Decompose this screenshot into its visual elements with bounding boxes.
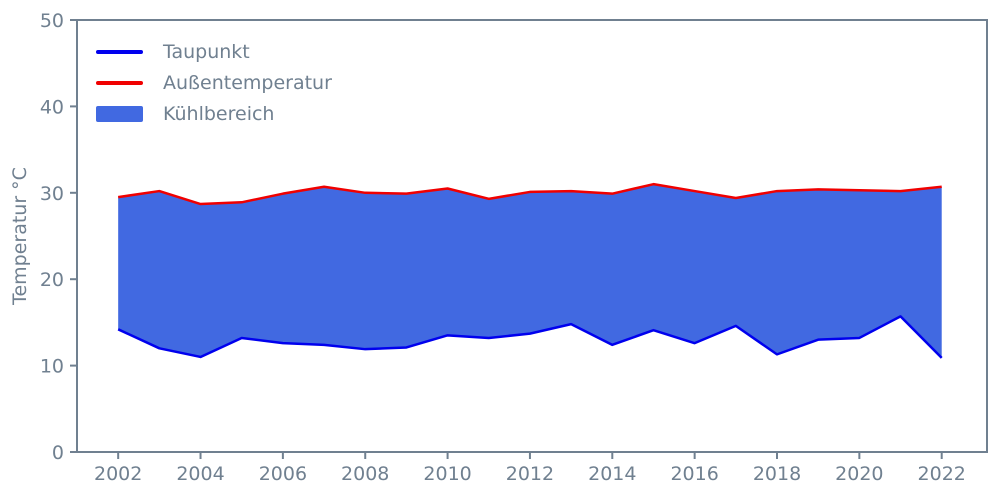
aussentemperatur-line-swatch: [96, 80, 143, 85]
legend-item-aussentemperatur: Außentemperatur: [96, 67, 332, 98]
y-tick-label: 40: [40, 96, 64, 118]
x-tick-label: 2018: [753, 463, 801, 485]
cooling-range-area: [118, 184, 942, 358]
y-tick-label: 20: [40, 269, 64, 291]
outdoor-temperature-line: [117, 182, 942, 206]
x-tick-label: 2016: [670, 463, 718, 485]
legend-label-aussentemperatur: Außentemperatur: [163, 71, 332, 94]
dew-point-line: [117, 315, 943, 359]
x-tick-label: 2022: [918, 463, 966, 485]
y-tick-label: 0: [52, 442, 64, 464]
taupunkt-line-swatch: [96, 49, 143, 54]
kuehlbereich-patch-swatch: [96, 105, 143, 122]
legend-item-taupunkt: Taupunkt: [96, 36, 332, 67]
x-tick-label: 2010: [423, 463, 471, 485]
y-tick-label: 50: [40, 10, 64, 32]
x-tick-label: 2020: [835, 463, 883, 485]
x-tick-label: 2004: [176, 463, 224, 485]
x-tick-label: 2006: [259, 463, 307, 485]
y-tick-label: 10: [40, 356, 64, 378]
legend-label-taupunkt: Taupunkt: [163, 40, 250, 63]
legend-label-kuehlbereich: Kühlbereich: [163, 102, 275, 125]
axes-spines: [76, 19, 988, 453]
x-tick-label: 2012: [506, 463, 554, 485]
chart-legend: Taupunkt Außentemperatur Kühlbereich: [96, 36, 332, 129]
x-tick-label: 2014: [588, 463, 636, 485]
legend-item-kuehlbereich: Kühlbereich: [96, 98, 332, 129]
y-axis-title: Temperatur °C: [9, 167, 31, 306]
x-tick-label: 2008: [341, 463, 389, 485]
y-tick-label: 30: [40, 183, 64, 205]
x-tick-label: 2002: [94, 463, 142, 485]
